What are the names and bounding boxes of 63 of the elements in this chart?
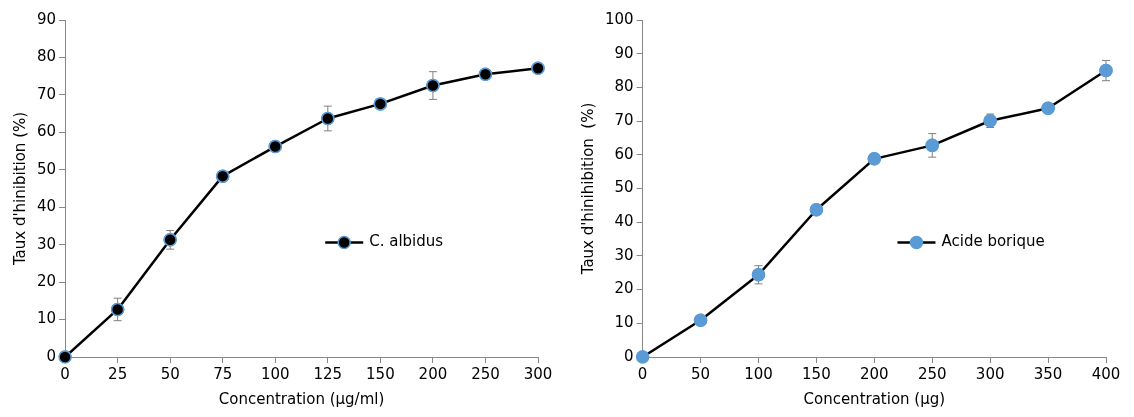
point (110, 302, 125, 317)
y-tick-label: 60 (36, 122, 57, 141)
point (531, 61, 545, 76)
legend-label: Acide borique (941, 232, 1045, 251)
x-tick-label: 300 (523, 364, 553, 383)
y-tick-label: 100 (604, 9, 634, 28)
x-tick-label: 100 (744, 364, 773, 383)
y-tick-label: 10 (36, 309, 57, 328)
y-axis-title: Taux d'hinihibition (%) (578, 102, 597, 276)
point (215, 169, 230, 183)
y-tick-label: 40 (36, 197, 57, 216)
point (321, 111, 335, 126)
point (373, 97, 388, 111)
x-axis-title: Concentration (µg/ml) (218, 389, 385, 408)
x-tick-label: 125 (313, 364, 343, 383)
point (478, 67, 493, 82)
point (426, 78, 440, 93)
y-tick-label: 20 (614, 279, 634, 298)
point (635, 350, 650, 364)
point (58, 350, 72, 364)
legend-label: C. albidus (369, 232, 444, 251)
y-tick-label: 50 (36, 159, 57, 178)
y-tick-label: 30 (36, 234, 57, 253)
y-tick-label: 90 (614, 43, 634, 62)
y-tick-label: 20 (36, 272, 57, 290)
y-tick-label: 80 (614, 77, 634, 96)
x-tick-label: 150 (802, 364, 831, 383)
x-tick-label: 0 (637, 364, 648, 383)
x-tick-label: 50 (691, 364, 711, 383)
x-tick-label: 25 (108, 364, 128, 383)
x-tick-label: 250 (917, 364, 947, 383)
y-tick-label: 30 (614, 245, 634, 264)
y-tick-label: 10 (614, 313, 634, 332)
y-tick-label: 0 (46, 346, 57, 365)
point (1099, 63, 1113, 78)
x-tick-label: 75 (213, 364, 233, 383)
y-tick-label: 0 (624, 346, 634, 365)
x-tick-label: 0 (60, 364, 70, 383)
point (867, 152, 882, 166)
point (693, 313, 708, 328)
point (268, 139, 283, 154)
y-axis-title: Taux d'hinibition (%) (10, 111, 29, 267)
x-tick-label: 50 (160, 364, 180, 383)
y-tick-label: 70 (36, 84, 57, 103)
x-tick-label: 300 (975, 364, 1005, 383)
point (809, 202, 824, 217)
point (163, 233, 177, 247)
point (1041, 101, 1055, 116)
x-tick-label: 150 (366, 364, 395, 383)
y-tick-label: 60 (614, 144, 634, 163)
x-tick-label: 250 (471, 364, 500, 383)
point (925, 138, 939, 153)
x-tick-label: 200 (859, 364, 889, 383)
y-tick-label: 40 (614, 212, 634, 231)
x-tick-label: 100 (260, 364, 290, 383)
x-axis-title: Concentration (µg) (803, 389, 946, 408)
y-tick-label: 70 (614, 110, 634, 129)
x-tick-label: 400 (1091, 364, 1121, 383)
y-tick-label: 90 (36, 9, 57, 28)
x-tick-label: 200 (418, 364, 448, 383)
x-tick-label: 350 (1033, 364, 1063, 383)
y-tick-label: 50 (614, 178, 634, 197)
y-tick-label: 80 (36, 47, 57, 66)
